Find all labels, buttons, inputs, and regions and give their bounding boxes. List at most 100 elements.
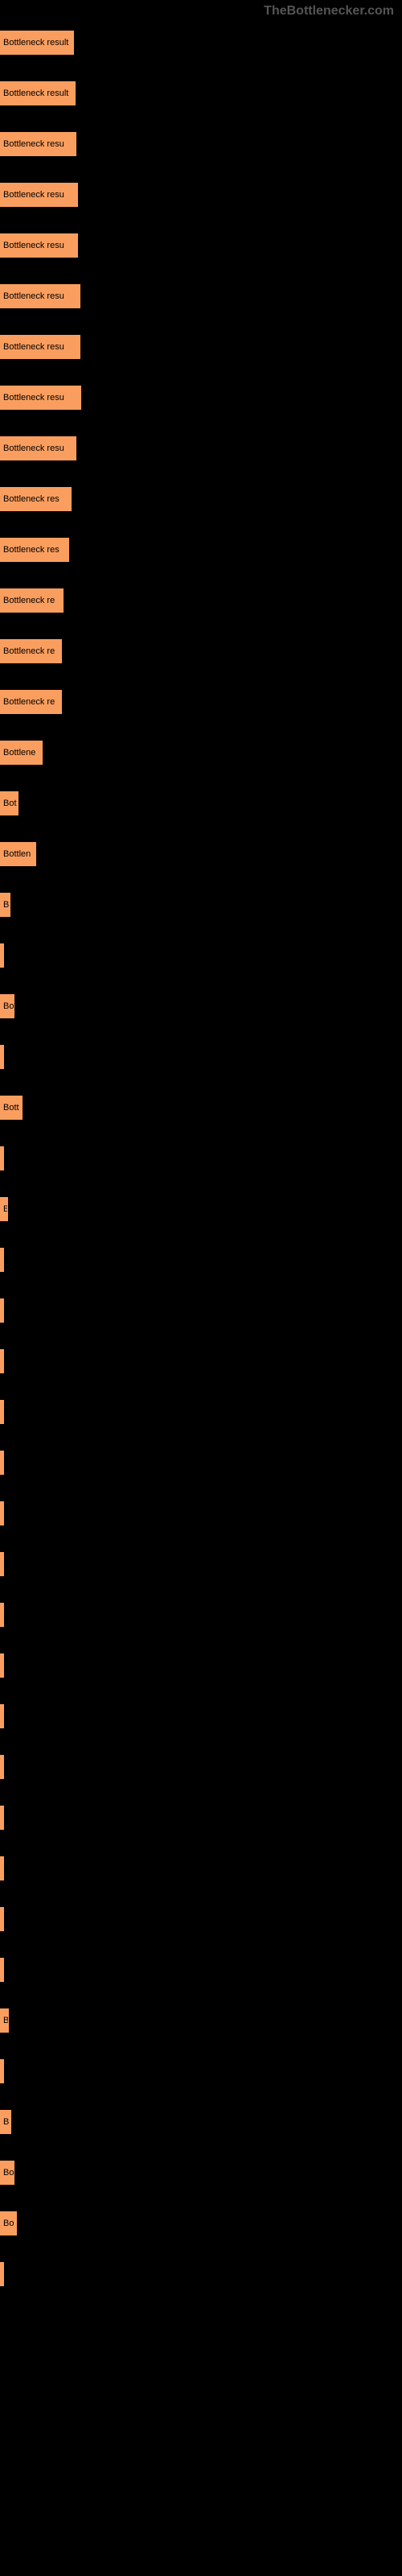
bar-row: Bottleneck re bbox=[0, 588, 402, 613]
bar-row: Bottleneck resu bbox=[0, 132, 402, 156]
chart-bar: Bott bbox=[0, 1096, 23, 1120]
chart-bar: B bbox=[0, 1197, 8, 1221]
bar-row: Bottleneck re bbox=[0, 690, 402, 714]
site-header: TheBottlenecker.com bbox=[0, 0, 402, 23]
bar-row bbox=[0, 1958, 402, 1982]
bar-label: Bottlen bbox=[3, 849, 31, 859]
bar-label: Bottleneck resu bbox=[3, 139, 64, 149]
chart-bar bbox=[0, 1704, 4, 1728]
bar-label: Bot bbox=[3, 799, 17, 808]
bar-label: Bo bbox=[3, 2219, 14, 2228]
chart-bar: Bottleneck re bbox=[0, 690, 62, 714]
bar-row bbox=[0, 943, 402, 968]
chart-bar: Bottleneck resu bbox=[0, 183, 78, 207]
chart-bar bbox=[0, 1146, 4, 1170]
chart-bar bbox=[0, 1298, 4, 1323]
chart-bar: Bottlene bbox=[0, 741, 43, 765]
bar-label: Bo bbox=[3, 2168, 14, 2178]
bar-row bbox=[0, 1603, 402, 1627]
bar-row bbox=[0, 1653, 402, 1678]
bar-row bbox=[0, 1146, 402, 1170]
bar-label: Bo bbox=[3, 1001, 14, 1011]
site-name: TheBottlenecker.com bbox=[264, 4, 394, 18]
bar-label: Bott bbox=[3, 1103, 19, 1113]
bar-row: B bbox=[0, 893, 402, 917]
chart-bar bbox=[0, 1349, 4, 1373]
chart-bar: Bo bbox=[0, 2161, 14, 2185]
bar-row bbox=[0, 1400, 402, 1424]
bar-row bbox=[0, 1248, 402, 1272]
bar-label: Bottleneck re bbox=[3, 596, 55, 605]
bar-row bbox=[0, 1045, 402, 1069]
bar-row: Bottleneck resu bbox=[0, 183, 402, 207]
chart-bar bbox=[0, 1907, 4, 1931]
chart-bar bbox=[0, 1248, 4, 1272]
bar-label: Bottleneck resu bbox=[3, 393, 64, 402]
chart-bar bbox=[0, 1552, 4, 1576]
bar-row: Bottlene bbox=[0, 741, 402, 765]
bar-row: Bottleneck resu bbox=[0, 436, 402, 460]
bar-label: B bbox=[3, 900, 9, 910]
bar-row: Bottleneck resu bbox=[0, 386, 402, 410]
chart-bar bbox=[0, 2059, 4, 2083]
chart-bar: Bottleneck res bbox=[0, 538, 69, 562]
bar-row: Bottlen bbox=[0, 842, 402, 866]
bar-chart: Bottleneck result Bottleneck result Bottle… bbox=[0, 23, 402, 2321]
bar-row: B bbox=[0, 2110, 402, 2134]
bar-row bbox=[0, 1552, 402, 1576]
bar-row: Bottleneck result bbox=[0, 81, 402, 105]
bar-label: Bottleneck res bbox=[3, 545, 59, 555]
bar-row bbox=[0, 1806, 402, 1830]
chart-bar: B bbox=[0, 2110, 11, 2134]
chart-bar: Bottleneck result bbox=[0, 31, 74, 55]
chart-bar bbox=[0, 1653, 4, 1678]
bar-row: Bottleneck resu bbox=[0, 284, 402, 308]
bar-label: Bottleneck re bbox=[3, 646, 55, 656]
bar-row: Bottleneck resu bbox=[0, 335, 402, 359]
chart-bar bbox=[0, 1451, 4, 1475]
bar-row bbox=[0, 1704, 402, 1728]
chart-bar: B bbox=[0, 893, 10, 917]
bar-row: Bott bbox=[0, 1096, 402, 1120]
chart-bar: Bottlen bbox=[0, 842, 36, 866]
bar-row bbox=[0, 1856, 402, 1880]
bar-row bbox=[0, 1298, 402, 1323]
chart-bar bbox=[0, 1400, 4, 1424]
chart-bar: Bo bbox=[0, 2211, 17, 2235]
bar-row bbox=[0, 1907, 402, 1931]
bar-label: Bottleneck res bbox=[3, 494, 59, 504]
chart-bar: Bot bbox=[0, 791, 18, 815]
bar-label: Bottleneck resu bbox=[3, 444, 64, 453]
chart-bar bbox=[0, 1603, 4, 1627]
bar-row: Bottleneck result bbox=[0, 31, 402, 55]
bar-label: Bottleneck resu bbox=[3, 190, 64, 200]
bar-row: B bbox=[0, 2008, 402, 2033]
chart-bar bbox=[0, 1958, 4, 1982]
chart-bar: Bottleneck result bbox=[0, 81, 76, 105]
bar-row bbox=[0, 1349, 402, 1373]
chart-bar: Bottleneck resu bbox=[0, 233, 78, 258]
bar-row bbox=[0, 2059, 402, 2083]
chart-bar: Bo bbox=[0, 994, 14, 1018]
bar-label: Bottleneck resu bbox=[3, 342, 64, 352]
bar-row bbox=[0, 1451, 402, 1475]
bar-label: Bottleneck re bbox=[3, 697, 55, 707]
bar-row: Bo bbox=[0, 2161, 402, 2185]
bar-row: Bot bbox=[0, 791, 402, 815]
chart-bar: Bottleneck resu bbox=[0, 132, 76, 156]
bar-row bbox=[0, 1501, 402, 1525]
bar-label: Bottleneck resu bbox=[3, 291, 64, 301]
chart-bar bbox=[0, 2262, 4, 2286]
bar-label: B bbox=[3, 2016, 9, 2025]
chart-bar bbox=[0, 1755, 4, 1779]
chart-bar: Bottleneck resu bbox=[0, 436, 76, 460]
chart-bar: Bottleneck res bbox=[0, 487, 72, 511]
chart-bar: B bbox=[0, 2008, 9, 2033]
bar-label: B bbox=[3, 2117, 9, 2127]
bar-row: Bo bbox=[0, 2211, 402, 2235]
bar-label: B bbox=[3, 1204, 8, 1214]
chart-bar bbox=[0, 1806, 4, 1830]
chart-bar bbox=[0, 1045, 4, 1069]
chart-bar bbox=[0, 943, 4, 968]
bar-row: Bottleneck res bbox=[0, 487, 402, 511]
